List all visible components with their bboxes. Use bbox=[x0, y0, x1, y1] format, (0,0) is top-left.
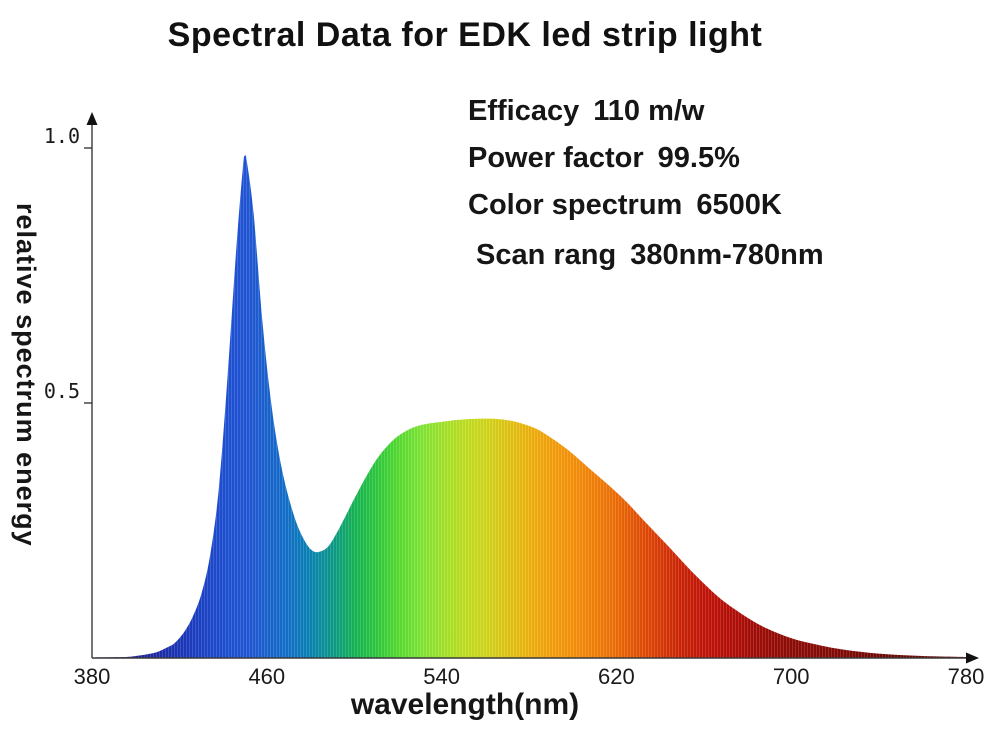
annotation-label: Scan rang bbox=[476, 239, 617, 271]
annotations-block: Efficacy 110 m/w Power factor 99.5% Color … bbox=[468, 88, 824, 279]
x-tick-label: 380 bbox=[74, 664, 111, 689]
x-axis-arrow bbox=[966, 652, 979, 664]
x-tick-label: 540 bbox=[423, 664, 460, 689]
chart-title: Spectral Data for EDK led strip light bbox=[167, 16, 763, 54]
y-tick-label: 0.5 bbox=[44, 379, 80, 403]
x-tick-label: 620 bbox=[598, 664, 635, 689]
annotation-value: 380nm-780nm bbox=[630, 239, 824, 271]
annotation-value: 6500K bbox=[696, 189, 782, 221]
y-axis-title: relative spectrum energy bbox=[11, 203, 41, 547]
y-tick-labels: 1.0 0.5 bbox=[44, 124, 80, 403]
annotation-value: 99.5% bbox=[657, 142, 740, 174]
annotation-scan-range: Scan rang 380nm-780nm bbox=[468, 232, 824, 279]
annotation-label: Efficacy bbox=[468, 95, 580, 127]
x-tick-label: 700 bbox=[773, 664, 810, 689]
x-tick-label: 460 bbox=[248, 664, 285, 689]
annotation-label: Color spectrum bbox=[468, 189, 683, 221]
axes bbox=[84, 122, 970, 659]
annotation-value: 110 m/w bbox=[593, 95, 705, 127]
x-tick-labels: 380 460 540 620 700 780 bbox=[74, 664, 985, 689]
x-axis-title: wavelength(nm) bbox=[350, 688, 580, 721]
annotation-label: Power factor bbox=[468, 142, 644, 174]
annotation-color-spectrum: Color spectrum 6500K bbox=[468, 182, 824, 229]
annotation-power-factor: Power factor 99.5% bbox=[468, 135, 824, 182]
spectrum-stripe-texture bbox=[92, 155, 966, 658]
x-tick-label: 780 bbox=[948, 664, 985, 689]
y-tick-label: 1.0 bbox=[44, 124, 80, 148]
annotation-efficacy: Efficacy 110 m/w bbox=[468, 88, 824, 135]
y-axis-arrow bbox=[86, 112, 98, 125]
